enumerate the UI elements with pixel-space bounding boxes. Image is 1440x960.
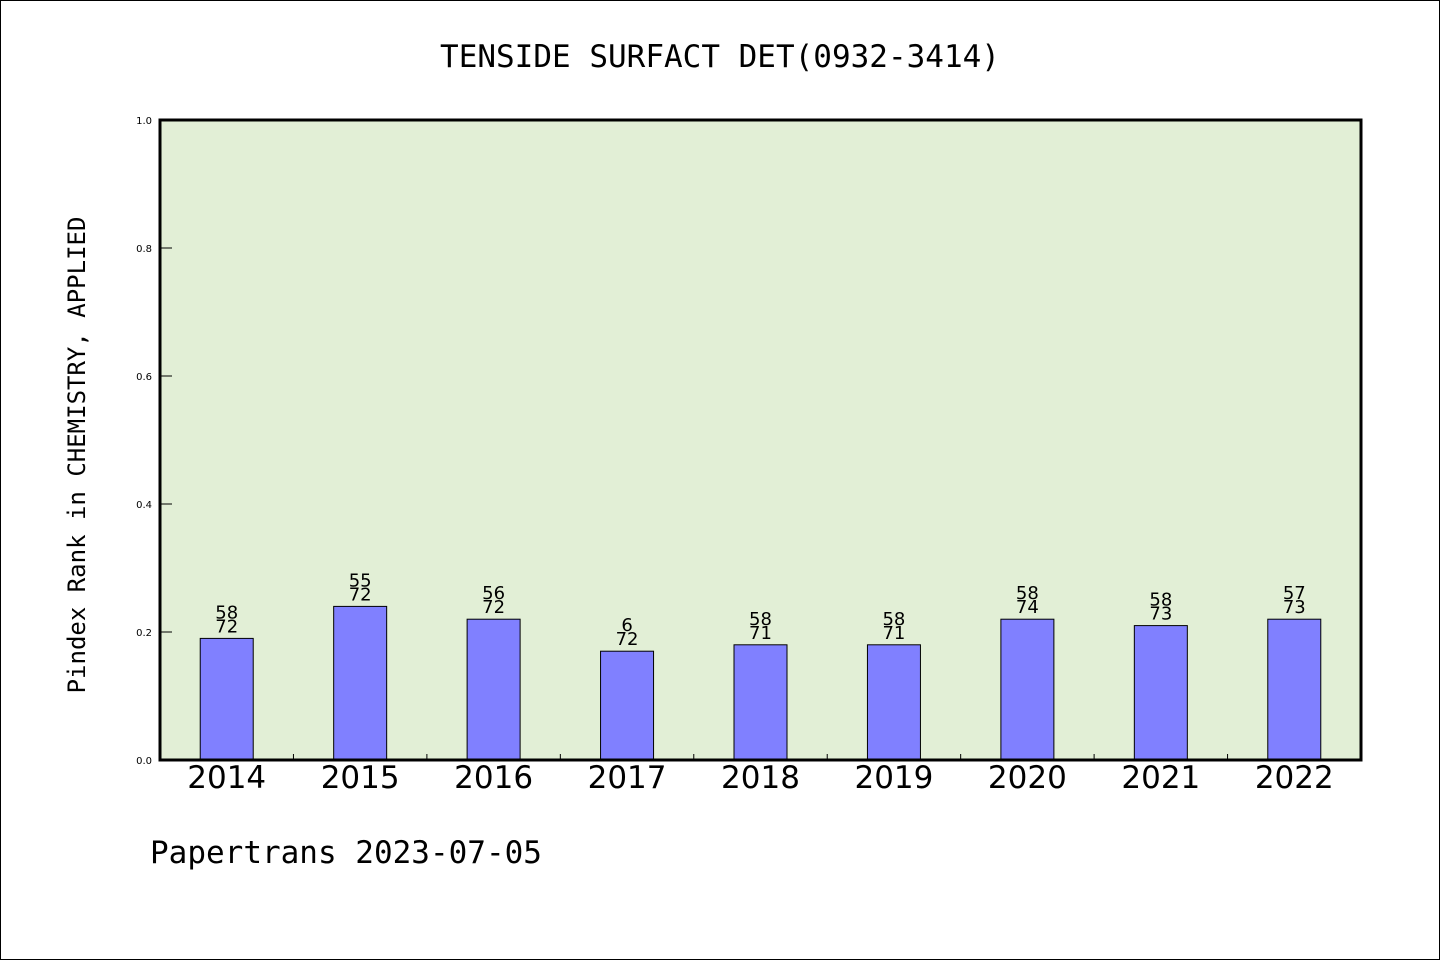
bar-label-top: 58 [749, 609, 772, 630]
bar [1133, 625, 1188, 761]
footer-text: Papertrans 2023-07-05 [150, 835, 542, 871]
plot-border [158, 118, 1363, 762]
y-axis-label: Pindex Rank in CHEMISTRY, APPLIED [63, 217, 91, 694]
y-tick-label: 0.8 [136, 244, 152, 255]
x-tick-label: 2017 [588, 760, 667, 796]
bar [600, 650, 655, 761]
y-tick-label: 0.4 [136, 500, 152, 511]
bar-label-bottom: 71 [882, 623, 905, 644]
bar [1267, 618, 1322, 761]
chart-title: TENSIDE SURFACT DET(0932-3414) [440, 39, 1000, 75]
bar-label-top: 58 [1016, 583, 1039, 604]
x-tick-label: 2020 [988, 760, 1067, 796]
y-tick-label: 0.0 [136, 756, 152, 767]
x-tick-label: 2014 [187, 760, 266, 796]
bar-label-top: 55 [349, 570, 372, 591]
y-tick-label: 0.2 [136, 628, 152, 639]
bar-label-top: 58 [215, 602, 238, 623]
bar [466, 618, 521, 761]
x-tick-label: 2021 [1121, 760, 1200, 796]
bar-label-top: 57 [1283, 583, 1306, 604]
x-tick-label: 2018 [721, 760, 800, 796]
bar-label-bottom: 72 [215, 616, 238, 637]
bar-label-bottom: 74 [1016, 597, 1039, 618]
bar [333, 605, 388, 761]
y-tick-label: 1.0 [136, 116, 152, 127]
bar [733, 644, 788, 761]
bar [866, 644, 921, 761]
x-tick-label: 2016 [454, 760, 533, 796]
bar-label-top: 56 [482, 583, 505, 604]
bar-label-bottom: 72 [349, 584, 372, 605]
y-tick-label: 0.6 [136, 372, 152, 383]
bar-label-top: 58 [1149, 590, 1172, 611]
bar-label-bottom: 73 [1283, 597, 1306, 618]
x-tick-label: 2022 [1255, 760, 1334, 796]
x-tick-label: 2019 [854, 760, 933, 796]
x-tick-label: 2015 [321, 760, 400, 796]
bar-label-bottom: 71 [749, 623, 772, 644]
bar-label-top: 6 [621, 615, 632, 636]
bar-label-bottom: 72 [482, 597, 505, 618]
bar [1000, 618, 1055, 761]
bar-label-bottom: 73 [1149, 604, 1172, 625]
bar-label-bottom: 72 [616, 629, 639, 650]
bar-label-top: 58 [882, 609, 905, 630]
bar [199, 637, 254, 761]
